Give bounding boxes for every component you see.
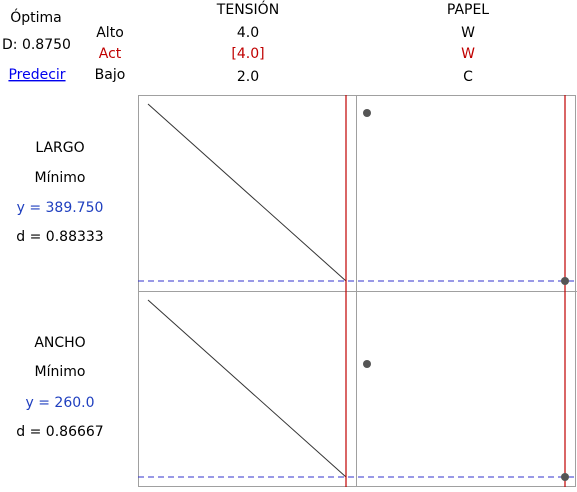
level-points xyxy=(363,109,569,481)
factor-high: W xyxy=(461,25,475,41)
level-label: Act xyxy=(99,46,122,62)
response-name: LARGO xyxy=(35,140,84,156)
response-name: ANCHO xyxy=(34,335,85,351)
title: Óptima xyxy=(10,8,62,26)
factor-name: TENSIÓN xyxy=(216,0,279,18)
level-label: Bajo xyxy=(95,67,126,83)
response-prediction: y = 260.0 xyxy=(26,395,95,411)
factor-low: C xyxy=(463,69,473,85)
current-setting-lines xyxy=(345,95,566,487)
factor-current: [4.0] xyxy=(231,46,264,62)
factor-current: W xyxy=(461,46,475,62)
response-curves xyxy=(147,103,347,478)
factor-high: 4.0 xyxy=(237,25,259,41)
level-label: Alto xyxy=(96,25,124,41)
response-desirability: d = 0.88333 xyxy=(16,229,103,245)
response-desirability: d = 0.86667 xyxy=(16,424,103,440)
plot-grid xyxy=(138,95,577,487)
factor-name: PAPEL xyxy=(447,2,489,18)
response-goal: Mínimo xyxy=(35,170,86,186)
response-prediction: y = 389.750 xyxy=(17,200,104,216)
factor-low: 2.0 xyxy=(237,69,259,85)
predict-link[interactable]: Predecir xyxy=(8,67,65,83)
prediction-lines xyxy=(138,280,577,478)
response-goal: Mínimo xyxy=(35,364,86,380)
composite-desirability: D: 0.8750 xyxy=(2,37,71,53)
